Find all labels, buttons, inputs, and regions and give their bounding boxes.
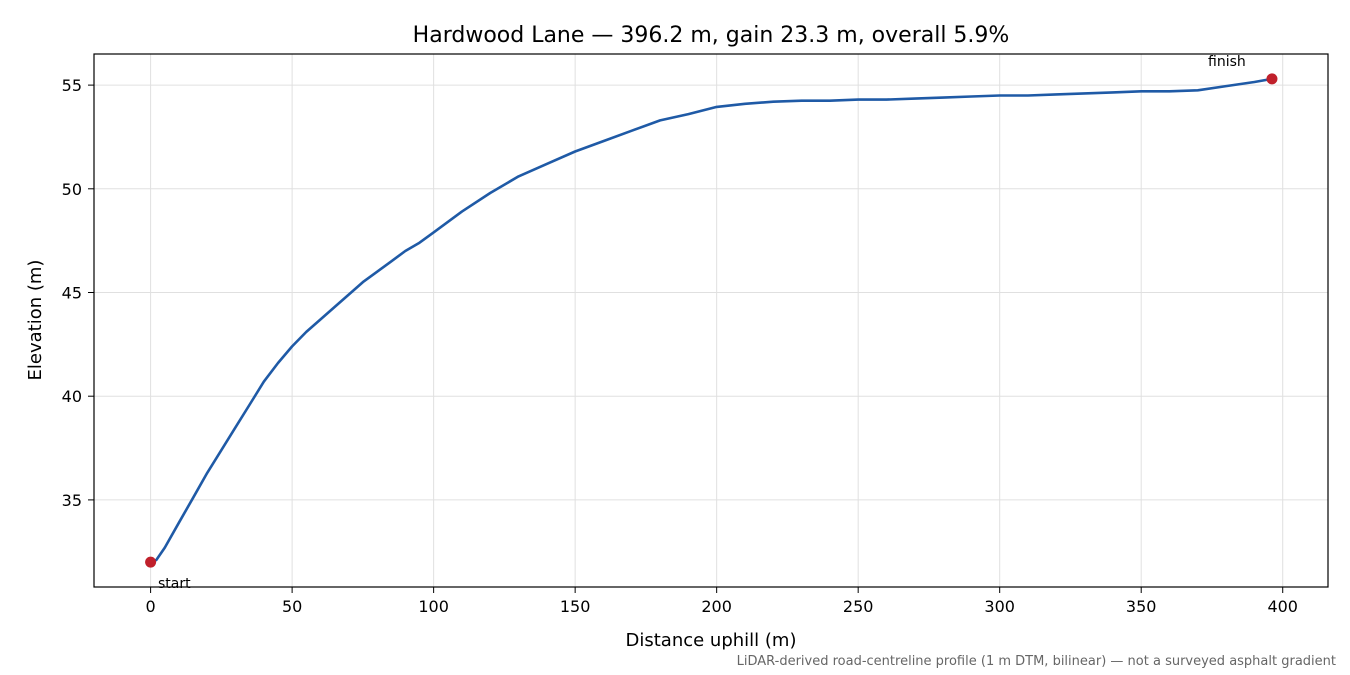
y-tick-label: 45 (62, 284, 82, 303)
y-tick-label: 40 (62, 387, 82, 406)
plot-area (145, 73, 1278, 568)
plot-frame (93, 53, 1329, 588)
x-tick-label: 400 (1267, 597, 1298, 616)
x-axis-label: Distance uphill (m) (626, 630, 797, 651)
start-annotation: start (158, 576, 191, 592)
axis-ticks: 0 50 100 150 200 250 300 350 400 35 40 45 50 55 (62, 76, 1298, 616)
elevation-line (150, 77, 1273, 564)
x-tick-label: 100 (418, 597, 449, 616)
finish-marker (1266, 73, 1278, 85)
start-marker (145, 556, 157, 568)
x-tick-label: 300 (984, 597, 1015, 616)
x-tick-label: 200 (701, 597, 732, 616)
finish-annotation: finish (1208, 54, 1246, 70)
chart-title: Hardwood Lane — 396.2 m, gain 23.3 m, ov… (413, 23, 1010, 48)
x-tick-label: 250 (843, 597, 874, 616)
y-tick-label: 55 (62, 76, 82, 95)
x-tick-label: 150 (560, 597, 591, 616)
grid-lines (94, 54, 1328, 587)
x-tick-label: 0 (146, 597, 156, 616)
y-tick-label: 50 (62, 180, 82, 199)
x-tick-label: 350 (1126, 597, 1157, 616)
y-axis-label: Elevation (m) (25, 260, 46, 381)
source-note: LiDAR-derived road-centreline profile (1… (737, 654, 1336, 669)
x-tick-label: 50 (282, 597, 302, 616)
y-tick-label: 35 (62, 491, 82, 510)
